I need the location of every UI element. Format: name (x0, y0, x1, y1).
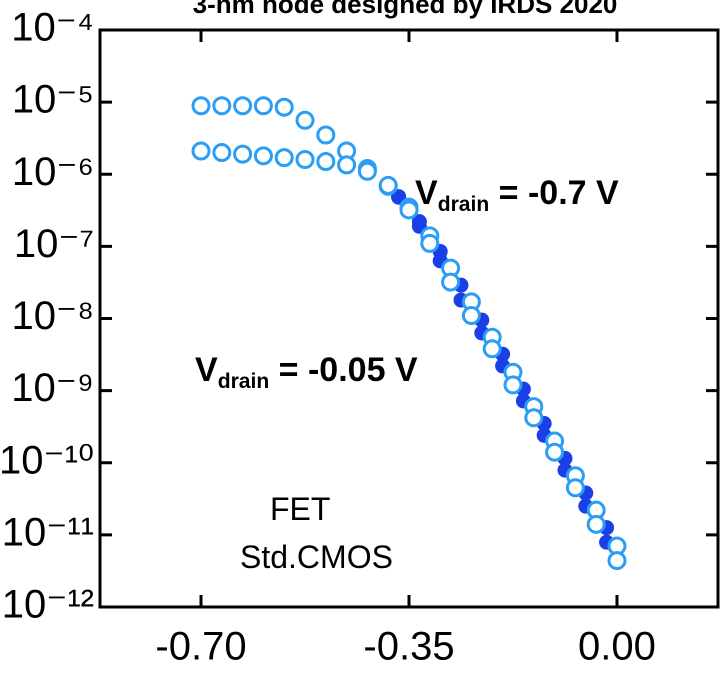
data-point (586, 514, 606, 534)
data-point (565, 478, 585, 498)
data-point (399, 200, 419, 220)
data-point (253, 146, 273, 166)
x-tick-label: -0.35 (363, 625, 454, 669)
data-point (212, 143, 232, 163)
annotation-part: drain (438, 193, 490, 216)
y-tick-label: 10⁻⁸ (12, 294, 94, 338)
data-point (274, 97, 294, 117)
data-point (274, 148, 294, 168)
y-tick-label: 10⁻¹¹ (2, 510, 94, 554)
data-point (295, 150, 315, 170)
data-point (607, 551, 627, 571)
data-point (233, 96, 253, 116)
data-point (233, 144, 253, 164)
data-point (295, 110, 315, 130)
y-tick-label: 10⁻¹² (2, 583, 94, 627)
plot-frame (98, 28, 720, 609)
data-point (545, 442, 565, 462)
data-point (191, 141, 211, 161)
data-point (378, 175, 398, 195)
annotation-part: Std.CMOS (240, 539, 393, 575)
y-tick-label: 10⁻⁶ (12, 150, 94, 194)
annotation-part: drain (218, 370, 270, 393)
y-tick-label: 10⁻⁹ (11, 366, 94, 410)
y-tick-label: 10⁻⁷ (14, 222, 94, 266)
y-tick-label: 10⁻¹⁰ (0, 438, 94, 482)
annotation: Vdrain = -0.7 V (415, 174, 619, 216)
annotation-part: = -0.05 V (269, 351, 418, 389)
data-point (212, 96, 232, 116)
data-point (316, 125, 336, 145)
data-point (191, 96, 211, 116)
data-point (482, 339, 502, 359)
annotation-part: V (415, 174, 438, 212)
annotation-part: FET (270, 491, 330, 527)
y-tick-label: 10⁻⁵ (12, 78, 94, 122)
data-point (524, 408, 544, 428)
data-point (420, 233, 440, 253)
annotation-part: = -0.7 V (489, 174, 619, 212)
x-tick-label: 0.00 (578, 625, 656, 669)
data-point (337, 155, 357, 175)
y-tick-label: 10⁻⁴ (11, 6, 94, 50)
data-point (253, 96, 273, 116)
chart-title: 3-nm node designed by IRDS 2020 (193, 0, 618, 19)
x-tick-label: -0.70 (155, 625, 246, 669)
annotation-part: V (195, 351, 218, 389)
data-point (316, 152, 336, 172)
annotation: Vdrain = -0.05 V (195, 351, 418, 393)
annotation: FET (270, 491, 330, 527)
data-point (503, 375, 523, 395)
data-point (461, 306, 481, 326)
data-point (441, 272, 461, 292)
annotation: Std.CMOS (240, 539, 393, 575)
data-point (357, 161, 377, 181)
